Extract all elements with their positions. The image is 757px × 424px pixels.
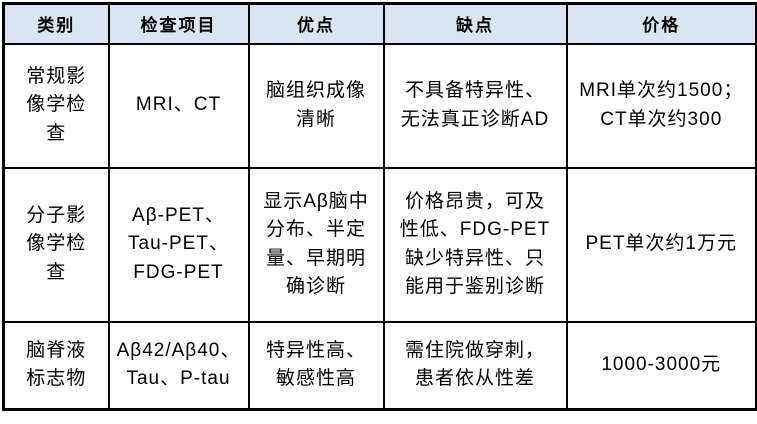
col-header-category: 类别 [2, 2, 110, 45]
cell-category: 常规影像学检查 [2, 42, 110, 169]
cell-items: Aβ-PET、Tau-PET、FDG-PET [107, 166, 250, 323]
cell-cons: 需住院做穿刺，患者依从性差 [382, 320, 568, 411]
col-header-items: 检查项目 [107, 2, 250, 45]
cell-price: PET单次约1万元 [565, 166, 757, 323]
cell-pros: 显示Aβ脑中分布、半定量、早期明确诊断 [247, 166, 385, 323]
table-row-molecular-imaging: 分子影像学检查 Aβ-PET、Tau-PET、FDG-PET 显示Aβ脑中分布、… [2, 166, 757, 323]
cell-category: 脑脊液标志物 [2, 320, 110, 411]
col-header-pros: 优点 [247, 2, 385, 45]
col-header-cons: 缺点 [382, 2, 568, 45]
col-header-price: 价格 [565, 2, 757, 45]
cell-category: 分子影像学检查 [2, 166, 110, 323]
cell-cons: 价格昂贵，可及性低、FDG-PET缺少特异性、只能用于鉴别诊断 [382, 166, 568, 323]
cell-items: Aβ42/Aβ40、Tau、P-tau [107, 320, 250, 411]
cell-price: MRI单次约1500；CT单次约300 [565, 42, 757, 169]
cell-price: 1000-3000元 [565, 320, 757, 411]
cell-cons: 不具备特异性、无法真正诊断AD [382, 42, 568, 169]
cell-items: MRI、CT [107, 42, 250, 169]
comparison-table: 类别 检查项目 优点 缺点 价格 常规影像学检查 MRI、CT 脑组织成像清晰 … [2, 2, 757, 411]
table-row-conventional-imaging: 常规影像学检查 MRI、CT 脑组织成像清晰 不具备特异性、无法真正诊断AD M… [2, 42, 757, 169]
cell-pros: 特异性高、敏感性高 [247, 320, 385, 411]
table-row-csf-biomarkers: 脑脊液标志物 Aβ42/Aβ40、Tau、P-tau 特异性高、敏感性高 需住院… [2, 320, 757, 411]
header-row: 类别 检查项目 优点 缺点 价格 [2, 2, 757, 45]
cell-pros: 脑组织成像清晰 [247, 42, 385, 169]
